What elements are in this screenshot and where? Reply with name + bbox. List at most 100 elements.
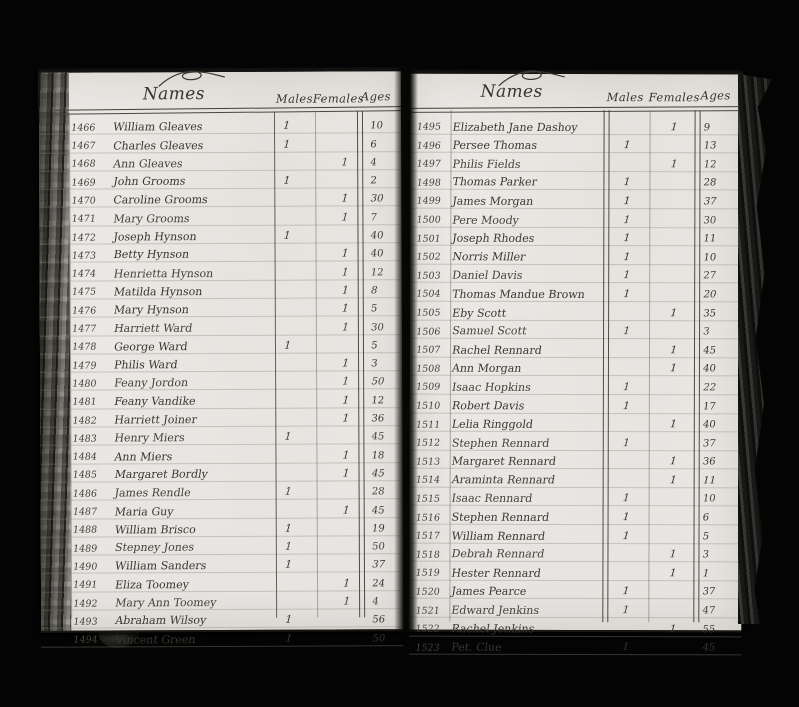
ledger-row: 1509 Isaac Hopkins 1 22 — [409, 375, 742, 396]
entry-number: 1469 — [70, 177, 97, 189]
males-tick: 1 — [620, 529, 632, 542]
entry-name: Mary Grooms — [112, 211, 191, 226]
entry-number: 1506 — [415, 326, 442, 338]
ledger-row: 1501 Joseph Rhodes 1 11 — [410, 227, 743, 247]
entry-name: Philis Fields — [451, 157, 522, 171]
entry-number: 1502 — [415, 251, 442, 263]
entry-name: James Pearce — [450, 585, 528, 599]
males-tick: 1 — [620, 641, 631, 654]
age-value: 3 — [702, 326, 711, 338]
entry-name: Isaac Hopkins — [451, 380, 532, 394]
entry-name: Joseph Hynson — [112, 230, 198, 244]
entry-name: Ann Gleaves — [112, 157, 184, 171]
ledger-row: 1476 Mary Hynson 1 5 — [39, 298, 402, 319]
ledger-row: 1500 Pere Moody 1 30 — [410, 208, 743, 228]
entry-name: Henrietta Hynson — [112, 266, 215, 281]
entry-number: 1515 — [414, 493, 441, 505]
females-tick: 1 — [340, 394, 351, 407]
age-value: 50 — [369, 376, 386, 388]
age-value: 9 — [702, 121, 711, 133]
age-value: 20 — [701, 289, 718, 301]
ledger-row: 1497 Philis Fields 1 12 — [410, 152, 743, 173]
entry-name: Harriett Joiner — [113, 413, 198, 427]
age-value: 11 — [702, 233, 717, 245]
ledger-row: 1514 Araminta Rennard 1 11 — [409, 468, 742, 489]
entry-name: Ann Miers — [113, 449, 174, 464]
entry-number: 1521 — [414, 605, 441, 617]
age-value: 30 — [370, 321, 385, 333]
entry-number: 1487 — [72, 506, 98, 518]
entry-number: 1485 — [71, 469, 98, 482]
entry-name: Maria Guy — [113, 504, 175, 519]
entry-number: 1489 — [72, 543, 98, 555]
females-tick: 1 — [668, 158, 679, 171]
entry-number: 1516 — [414, 512, 441, 524]
entry-name: Henry Miers — [113, 431, 186, 445]
age-value: 40 — [702, 419, 717, 431]
entry-number: 1504 — [415, 289, 442, 301]
entry-name: William Sanders — [114, 559, 208, 573]
males-tick: 1 — [621, 232, 632, 245]
males-tick: 1 — [621, 325, 632, 338]
ledger-row: 1471 Mary Grooms 1 7 — [39, 206, 402, 227]
entry-number: 1517 — [414, 530, 441, 542]
column-header-ages: Ages — [360, 89, 391, 104]
females-tick: 1 — [339, 247, 351, 260]
age-value: 5 — [701, 530, 710, 543]
ledger-row: 1503 Daniel Davis 1 27 — [410, 264, 743, 284]
entry-number: 1494 — [72, 634, 99, 646]
age-value: 50 — [371, 632, 386, 644]
entry-number: 1493 — [72, 616, 99, 628]
entry-name: Stephen Rennard — [450, 510, 551, 524]
ledger-row: 1479 Philis Ward 1 3 — [40, 353, 403, 373]
entry-name: Hester Rennard — [450, 566, 542, 580]
entry-name: Matilda Hynson — [112, 285, 204, 299]
entry-number: 1522 — [414, 623, 441, 635]
entry-number: 1478 — [71, 341, 98, 354]
ledger-row: 1493 Abraham Wilsoy 1 56 — [41, 609, 404, 630]
right-page-header: Names Males Females Ages — [410, 70, 743, 119]
entry-number: 1512 — [415, 437, 441, 449]
ledger-row: 1495 Elizabeth Jane Dashoy 1 9 — [410, 115, 743, 136]
ledger-row: 1498 Thomas Parker 1 28 — [410, 171, 743, 191]
column-header-names: Names — [480, 81, 543, 102]
females-tick: 1 — [340, 266, 351, 279]
ledger-row: 1478 George Ward 1 5 — [39, 334, 403, 355]
age-value: 5 — [370, 303, 379, 315]
males-tick: 1 — [620, 492, 632, 505]
males-tick: 1 — [283, 613, 294, 627]
entry-number: 1468 — [70, 158, 97, 171]
males-tick: 1 — [621, 269, 632, 282]
ledger-row: 1473 Betty Hynson 1 40 — [39, 243, 402, 264]
ledger-row: 1488 William Brisco 1 19 — [40, 517, 403, 538]
entry-number: 1498 — [415, 177, 442, 189]
entry-name: George Ward — [113, 340, 189, 354]
age-value: 37 — [702, 438, 717, 450]
females-tick: 1 — [339, 156, 350, 169]
ledger-row: 1519 Hester Rennard 1 1 — [409, 561, 742, 582]
females-tick: 1 — [668, 474, 679, 487]
females-tick: 1 — [667, 622, 678, 635]
ledger-row: 1505 Eby Scott 1 35 — [410, 301, 743, 321]
entry-number: 1509 — [415, 381, 441, 394]
age-value: 45 — [370, 431, 385, 443]
header-rule — [410, 106, 743, 113]
entry-number: 1491 — [72, 579, 99, 591]
entry-number: 1507 — [415, 344, 442, 356]
ledger-row: 1477 Harriett Ward 1 30 — [39, 316, 402, 337]
females-tick: 1 — [667, 548, 678, 561]
age-value: 36 — [701, 456, 717, 468]
ledger-row: 1513 Margaret Rennard 1 36 — [409, 450, 742, 470]
age-value: 40 — [369, 230, 385, 242]
females-tick: 1 — [668, 343, 679, 356]
entry-name: James Morgan — [451, 194, 535, 208]
ledger-row: 1511 Lelia Ringgold 1 40 — [409, 413, 742, 433]
age-value: 45 — [702, 345, 717, 357]
entry-name: Caroline Grooms — [112, 193, 209, 207]
age-value: 40 — [369, 248, 385, 260]
entry-name: Pet. Clue — [450, 640, 503, 655]
females-tick: 1 — [340, 302, 351, 315]
entry-number: 1508 — [415, 363, 442, 375]
entry-number: 1497 — [415, 158, 442, 170]
